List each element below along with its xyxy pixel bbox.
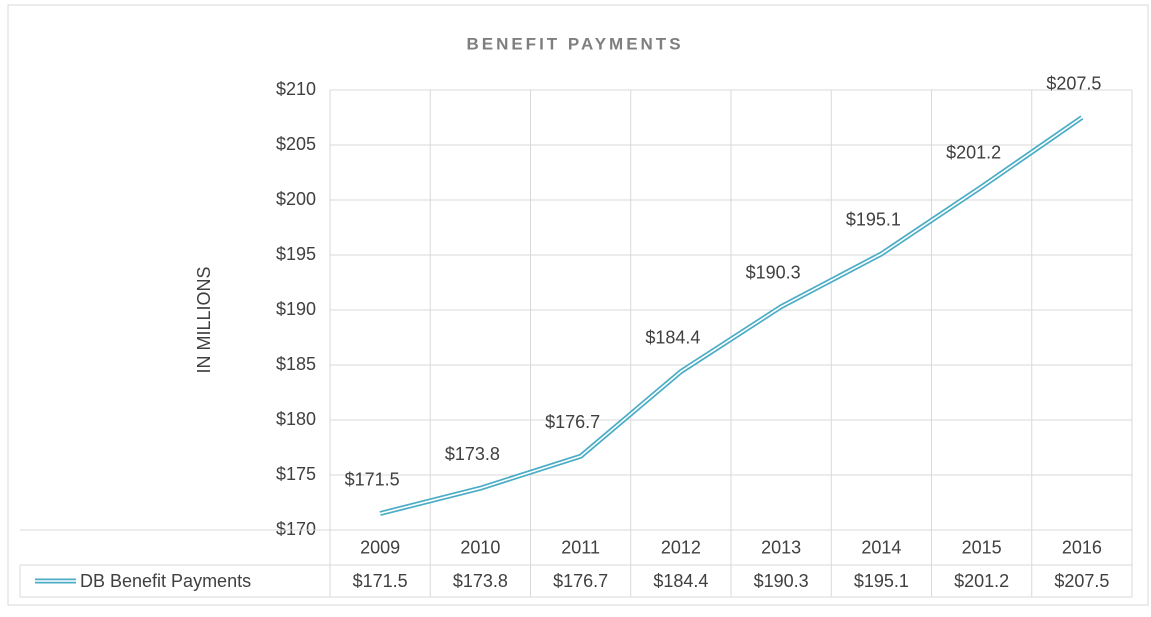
y-axis-label: IN MILLIONS bbox=[194, 266, 214, 373]
y-tick-label: $175 bbox=[276, 464, 316, 484]
y-tick-label: $205 bbox=[276, 134, 316, 154]
data-label: $207.5 bbox=[1046, 73, 1101, 93]
table-value: $184.4 bbox=[653, 571, 708, 591]
x-tick-label: 2013 bbox=[761, 537, 801, 557]
table-value: $207.5 bbox=[1054, 571, 1109, 591]
table-value: $173.8 bbox=[453, 571, 508, 591]
legend-label: DB Benefit Payments bbox=[80, 571, 251, 591]
table-value: $201.2 bbox=[954, 571, 1009, 591]
data-label: $195.1 bbox=[846, 210, 901, 230]
table-value: $176.7 bbox=[553, 571, 608, 591]
y-tick-label: $185 bbox=[276, 354, 316, 374]
chart-title: BENEFIT PAYMENTS bbox=[466, 34, 683, 53]
data-label: $176.7 bbox=[545, 412, 600, 432]
x-tick-label: 2016 bbox=[1062, 537, 1102, 557]
table-value: $190.3 bbox=[754, 571, 809, 591]
data-label: $190.3 bbox=[746, 262, 801, 282]
data-label: $171.5 bbox=[345, 469, 400, 489]
table-value: $195.1 bbox=[854, 571, 909, 591]
y-tick-label: $190 bbox=[276, 299, 316, 319]
x-tick-label: 2012 bbox=[661, 537, 701, 557]
x-tick-label: 2009 bbox=[360, 537, 400, 557]
chart-frame bbox=[7, 4, 1149, 606]
data-label: $173.8 bbox=[445, 444, 500, 464]
y-tick-label: $180 bbox=[276, 409, 316, 429]
y-tick-label: $195 bbox=[276, 244, 316, 264]
x-tick-label: 2014 bbox=[861, 537, 901, 557]
x-tick-label: 2011 bbox=[561, 537, 600, 557]
y-tick-label: $170 bbox=[276, 519, 316, 539]
y-tick-label: $210 bbox=[276, 79, 316, 99]
data-label: $184.4 bbox=[645, 327, 700, 347]
x-tick-label: 2010 bbox=[460, 537, 500, 557]
data-label: $201.2 bbox=[946, 143, 1001, 163]
x-tick-label: 2015 bbox=[962, 537, 1002, 557]
table-value: $171.5 bbox=[353, 571, 408, 591]
y-tick-label: $200 bbox=[276, 189, 316, 209]
series-line-inner bbox=[379, 116, 1083, 515]
